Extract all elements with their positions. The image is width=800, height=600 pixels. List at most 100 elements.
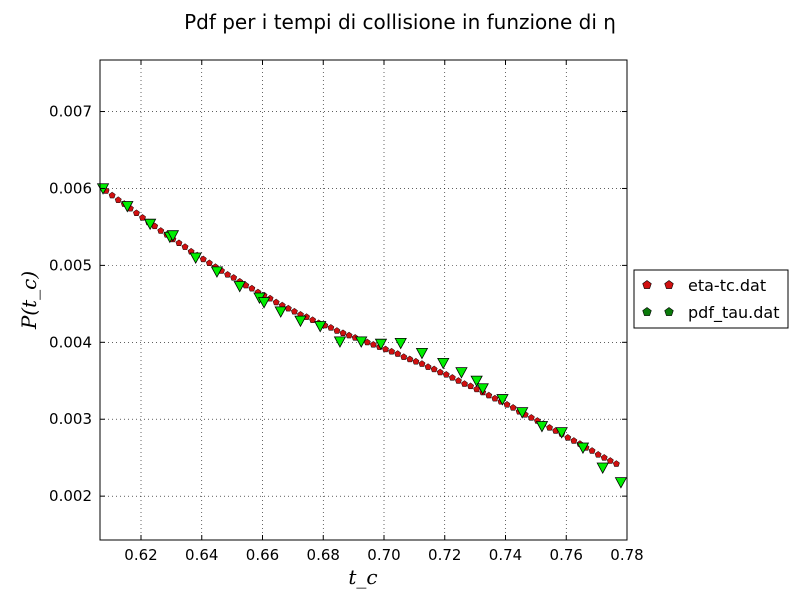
point-pdf-tau (496, 394, 509, 406)
point-eta-tc (442, 371, 450, 378)
point-pdf-tau (394, 338, 407, 350)
point-eta-tc (430, 365, 438, 373)
point-eta-tc (461, 380, 468, 387)
point-eta-tc (527, 414, 535, 421)
legend-marker-eta-tc-2 (664, 280, 674, 289)
point-eta-tc (406, 355, 414, 363)
point-eta-tc (448, 374, 456, 381)
point-eta-tc (205, 259, 213, 266)
y-axis-label: P(t_c) (17, 271, 41, 330)
point-eta-tc (503, 401, 511, 408)
x-tick-label: 0.74 (489, 546, 522, 564)
point-eta-tc (600, 454, 608, 461)
point-pdf-tau (555, 427, 568, 439)
legend-item-pdf-tau: pdf_tau.dat (642, 303, 779, 323)
point-eta-tc (394, 350, 402, 357)
y-ticks: 0.002 0.003 0.004 0.005 0.006 0.007 (49, 103, 627, 505)
legend-box (633, 269, 789, 329)
point-eta-tc (485, 391, 493, 399)
point-eta-tc (175, 239, 183, 246)
point-eta-tc (491, 394, 499, 402)
point-eta-tc (181, 243, 189, 250)
point-eta-tc (108, 191, 116, 199)
point-eta-tc (588, 447, 596, 454)
point-eta-tc (272, 298, 280, 306)
point-eta-tc (114, 196, 122, 203)
point-pdf-tau (143, 218, 157, 231)
point-eta-tc (509, 404, 517, 411)
point-eta-tc (424, 363, 432, 370)
point-eta-tc (133, 209, 140, 216)
legend-item-eta-tc: eta-tc.dat (642, 276, 766, 295)
x-axis-label-text: t_c (348, 565, 377, 589)
point-pdf-tau (294, 315, 307, 328)
point-pdf-tau (314, 321, 327, 333)
point-pdf-tau (121, 201, 134, 213)
legend-marker-eta-tc (642, 280, 652, 289)
point-pdf-tau (415, 348, 429, 360)
point-eta-tc (333, 327, 341, 334)
y-tick-label: 0.007 (49, 103, 92, 121)
point-eta-tc (199, 255, 207, 263)
point-eta-tc (284, 304, 292, 312)
point-eta-tc (594, 451, 602, 458)
x-tick-label: 0.68 (307, 546, 340, 564)
point-pdf-tau (596, 462, 609, 475)
point-eta-tc (248, 284, 256, 292)
y-tick-label: 0.004 (49, 333, 92, 351)
point-eta-tc (157, 227, 165, 234)
point-eta-tc (467, 382, 475, 390)
point-eta-tc (454, 377, 462, 384)
y-tick-label: 0.002 (49, 487, 92, 505)
x-ticks: 0.62 0.64 0.66 0.68 0.70 0.72 0.74 0.76 0.78 (124, 60, 644, 564)
point-eta-tc (436, 368, 444, 376)
point-eta-tc (606, 457, 614, 464)
x-tick-label: 0.70 (367, 546, 400, 564)
data-points (96, 183, 628, 489)
point-pdf-tau (437, 358, 450, 370)
legend-marker-pdf-tau-2 (664, 307, 674, 316)
point-eta-tc (224, 271, 232, 278)
point-eta-tc (369, 341, 377, 348)
point-eta-tc (290, 307, 298, 315)
point-eta-tc (388, 347, 396, 355)
point-pdf-tau (274, 306, 287, 318)
point-pdf-tau (333, 336, 347, 348)
chart-title: Pdf per i tempi di collisione in funzion… (184, 10, 616, 34)
x-tick-label: 0.72 (428, 546, 461, 564)
point-pdf-tau (476, 383, 489, 395)
point-eta-tc (327, 324, 335, 331)
point-pdf-tau (535, 421, 549, 433)
x-tick-label: 0.64 (185, 546, 218, 564)
point-eta-tc (400, 353, 408, 360)
legend-label-eta-tc: eta-tc.dat (688, 276, 766, 295)
x-tick-label: 0.76 (550, 546, 583, 564)
point-eta-tc (382, 345, 389, 353)
point-pdf-tau (210, 266, 224, 278)
point-eta-tc (230, 274, 238, 281)
x-axis-label: t_c (348, 565, 377, 589)
point-eta-tc (418, 360, 426, 367)
point-pdf-tau (455, 367, 468, 379)
plot-frame (99, 59, 628, 541)
point-eta-tc (612, 460, 620, 467)
point-eta-tc (339, 329, 347, 336)
y-tick-label: 0.003 (49, 410, 92, 428)
y-tick-label: 0.005 (49, 256, 92, 274)
x-tick-label: 0.66 (246, 546, 279, 564)
point-pdf-tau (166, 230, 180, 242)
y-axis-label-text: P(t_c) (17, 271, 41, 330)
point-eta-tc (546, 424, 553, 431)
point-eta-tc (570, 437, 578, 444)
point-pdf-tau (233, 281, 246, 293)
grid (100, 60, 628, 540)
x-tick-label: 0.62 (124, 546, 157, 564)
point-pdf-tau (470, 375, 483, 388)
legend-marker-pdf-tau (642, 307, 652, 316)
point-pdf-tau (257, 297, 271, 309)
point-pdf-tau (516, 407, 529, 419)
point-pdf-tau (189, 252, 202, 265)
legend: eta-tc.dat pdf_tau.dat (633, 269, 789, 329)
point-eta-tc (564, 434, 572, 441)
